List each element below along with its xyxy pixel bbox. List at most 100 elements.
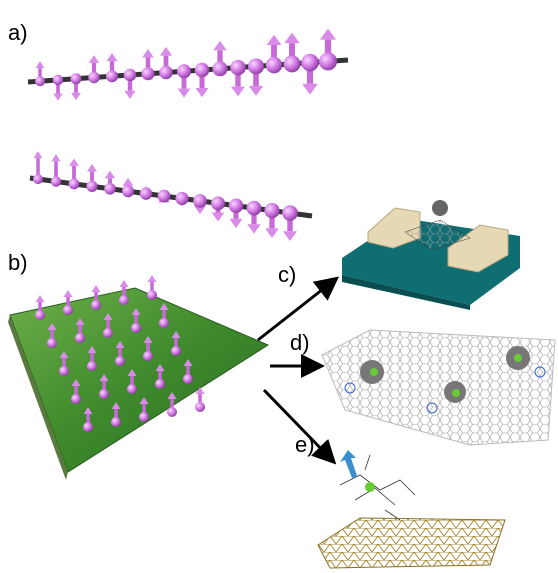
- spin-ball: [301, 54, 319, 72]
- spin-head: [89, 55, 99, 63]
- spin-head: [142, 49, 154, 58]
- spin-head: [267, 35, 282, 45]
- spin-ball: [103, 328, 113, 338]
- spin-ball: [319, 52, 337, 70]
- atom: [365, 482, 375, 492]
- spin-ball: [111, 417, 121, 427]
- spin-ball: [91, 300, 101, 310]
- spin-ball: [139, 412, 149, 422]
- spin-ball: [115, 356, 125, 366]
- spin-head: [283, 231, 297, 241]
- spin-ball: [83, 422, 93, 432]
- spin-head: [124, 91, 135, 99]
- spin-ball: [158, 190, 171, 203]
- spin-head: [34, 151, 43, 158]
- spin-head: [302, 84, 318, 95]
- spin-ball: [99, 389, 109, 399]
- spin-arrow: [340, 450, 357, 478]
- spin-head: [213, 41, 227, 51]
- spin-head: [71, 93, 81, 101]
- spin-ball: [33, 174, 43, 184]
- spin-ball: [59, 366, 69, 376]
- spin-ball: [88, 72, 100, 84]
- spin-ball: [47, 338, 57, 348]
- spin-head: [53, 93, 62, 100]
- spin-head: [105, 171, 115, 179]
- spin-ball: [53, 75, 64, 86]
- spin-ball: [193, 194, 207, 208]
- spin-ball: [127, 384, 137, 394]
- spin-ball: [171, 346, 181, 356]
- spin-head: [123, 178, 134, 186]
- panel-label: a): [8, 20, 28, 45]
- spin-ball: [124, 69, 137, 82]
- spin-ball: [104, 183, 116, 195]
- spin-ball: [147, 290, 157, 300]
- spin-head: [107, 53, 118, 61]
- spin-head: [247, 224, 260, 233]
- spin-ball: [71, 394, 81, 404]
- spins: [33, 29, 337, 241]
- spin-ball: [266, 57, 283, 74]
- spin-ball: [75, 333, 85, 343]
- spin-head: [148, 275, 157, 282]
- spin-ball: [175, 192, 188, 205]
- molecule: [432, 200, 448, 216]
- spin-ball: [143, 351, 153, 361]
- spin-head: [92, 285, 101, 292]
- spin-head: [265, 228, 279, 238]
- spin-ball: [264, 203, 279, 218]
- spin-ball: [140, 187, 152, 199]
- spin-ball: [282, 205, 298, 221]
- spin-ball: [86, 181, 97, 192]
- spin-head: [320, 29, 336, 40]
- spin-head: [160, 47, 172, 56]
- spin-ball: [119, 295, 129, 305]
- spin-ball: [122, 185, 134, 197]
- spin-ball: [230, 60, 246, 76]
- panel-label: b): [8, 250, 28, 275]
- spin-head: [69, 159, 79, 166]
- spin-ball: [183, 374, 193, 384]
- spin-ball: [63, 305, 73, 315]
- spin-head: [36, 61, 45, 68]
- spin-ball: [155, 379, 165, 389]
- spin-head: [231, 87, 245, 97]
- panel-label: d): [290, 330, 310, 355]
- spin-ball: [69, 179, 80, 190]
- spin-ball: [71, 73, 82, 84]
- spin-ball: [35, 310, 45, 320]
- spin-ball: [247, 201, 262, 216]
- spin-head: [120, 280, 129, 287]
- spin-head: [36, 295, 45, 302]
- spin-ball: [211, 196, 225, 210]
- spin-head: [178, 89, 191, 98]
- spin-ball: [87, 361, 97, 371]
- spin-head: [64, 290, 73, 297]
- spin-ball: [131, 323, 141, 333]
- spin-ball: [195, 402, 205, 412]
- spin-head: [87, 164, 97, 172]
- figure: a) b) c) d) e): [0, 0, 558, 573]
- surface: [10, 288, 268, 472]
- spin-ball: [106, 70, 118, 82]
- spin-ball: [159, 318, 169, 328]
- spin-ball: [51, 176, 61, 186]
- spin-ball: [142, 67, 155, 80]
- panel-label: e): [295, 432, 315, 457]
- spin-head: [51, 154, 60, 161]
- spin-ball: [284, 55, 301, 72]
- spin-head: [212, 213, 225, 222]
- spin-ball: [248, 58, 264, 74]
- spin-head: [195, 88, 208, 97]
- spin-head: [230, 219, 243, 228]
- spin-ball: [213, 61, 228, 76]
- panel-label: c): [278, 262, 296, 287]
- spin-ball: [229, 199, 243, 213]
- spin-head: [249, 86, 263, 96]
- spin-head: [284, 33, 299, 44]
- spin-ball: [159, 66, 173, 80]
- spin-ball: [35, 76, 45, 86]
- spin-ball: [177, 64, 191, 78]
- spin-ball: [167, 407, 177, 417]
